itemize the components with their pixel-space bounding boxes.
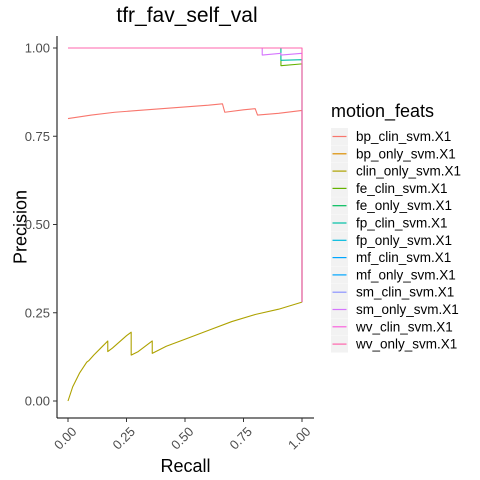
legend-label: fp_only_svm.X1 — [356, 233, 452, 248]
legend-items: bp_clin_svm.X1 bp_only_svm.X1 clin_only_sv… — [331, 128, 461, 353]
x-axis-ticks: 0.00 0.25 0.50 0.75 1.00 — [51, 418, 314, 452]
x-tick-label: 0.00 — [51, 424, 80, 453]
chart-title: tfr_fav_self_val — [116, 4, 257, 27]
legend-item: bp_clin_svm.X1 — [331, 128, 451, 145]
y-axis-title: Precision — [10, 190, 30, 264]
legend: motion_feats bp_clin_svm.X1 bp_only_svm.X… — [331, 101, 461, 353]
series-lines — [67, 47, 303, 402]
legend-item: fe_only_svm.X1 — [331, 197, 452, 215]
legend-label: wv_only_svm.X1 — [355, 337, 457, 352]
series-line — [67, 301, 303, 402]
legend-item: mf_only_svm.X1 — [331, 266, 456, 284]
legend-label: sm_clin_svm.X1 — [356, 285, 454, 300]
legend-item: fe_clin_svm.X1 — [331, 179, 448, 197]
legend-title: motion_feats — [331, 101, 434, 122]
legend-label: fe_only_svm.X1 — [356, 198, 452, 213]
x-tick-label: 0.25 — [110, 424, 139, 453]
series-line — [67, 103, 303, 303]
series-line — [68, 47, 303, 303]
x-tick-label: 0.75 — [227, 424, 256, 453]
legend-item: wv_only_svm.X1 — [331, 335, 457, 353]
legend-item: mf_clin_svm.X1 — [331, 249, 451, 267]
legend-label: bp_clin_svm.X1 — [356, 129, 451, 144]
y-tick-label: 0.50 — [25, 217, 50, 232]
series-line — [68, 47, 303, 303]
series-line — [68, 47, 303, 303]
plot-area: 0.00 0.25 0.50 0.75 1.00 0.00 0.25 0.50 0.75 1.0… — [25, 36, 314, 452]
x-tick-label: 0.50 — [168, 424, 197, 453]
legend-label: clin_only_svm.X1 — [356, 164, 461, 179]
x-axis-title: Recall — [160, 456, 210, 476]
y-axis-ticks: 0.00 0.25 0.50 0.75 1.00 — [25, 41, 57, 409]
legend-item: fp_clin_svm.X1 — [331, 214, 448, 232]
legend-item: clin_only_svm.X1 — [331, 162, 461, 180]
y-tick-label: 1.00 — [25, 41, 50, 56]
x-tick-label: 1.00 — [285, 424, 314, 453]
legend-label: sm_only_svm.X1 — [356, 302, 459, 317]
legend-item: fp_only_svm.X1 — [331, 231, 452, 249]
series-line — [68, 47, 303, 303]
legend-item: bp_only_svm.X1 — [331, 145, 456, 163]
legend-item: sm_only_svm.X1 — [331, 301, 459, 318]
legend-item: wv_clin_svm.X1 — [331, 318, 453, 336]
legend-label: wv_clin_svm.X1 — [355, 319, 453, 334]
legend-label: fe_clin_svm.X1 — [356, 181, 448, 196]
legend-label: mf_clin_svm.X1 — [356, 250, 451, 265]
legend-label: mf_only_svm.X1 — [356, 267, 456, 282]
y-tick-label: 0.00 — [25, 394, 50, 409]
legend-label: bp_only_svm.X1 — [356, 146, 456, 161]
y-tick-label: 0.25 — [25, 305, 50, 320]
y-tick-label: 0.75 — [25, 129, 50, 144]
legend-item: sm_clin_svm.X1 — [331, 283, 454, 301]
legend-label: fp_clin_svm.X1 — [356, 216, 448, 231]
